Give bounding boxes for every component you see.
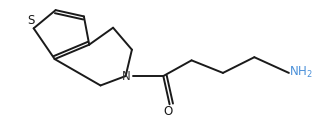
Text: S: S [27, 14, 35, 27]
Text: N: N [122, 70, 131, 83]
Text: NH$_2$: NH$_2$ [289, 65, 313, 80]
Text: O: O [164, 105, 173, 118]
